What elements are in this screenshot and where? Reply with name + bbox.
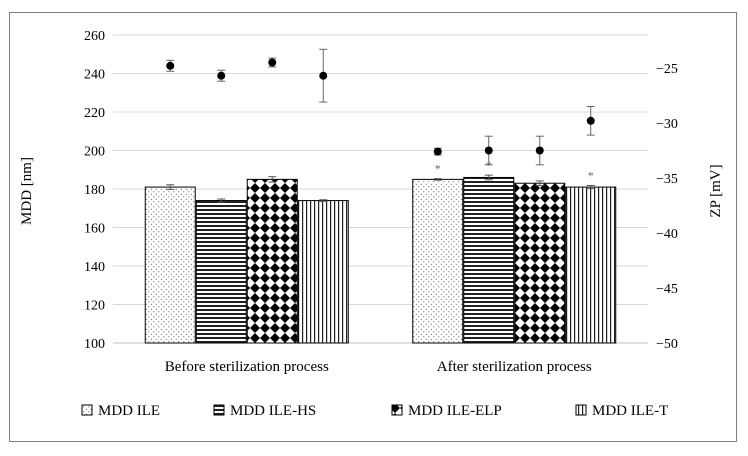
y-tick-label: 220 — [84, 106, 105, 121]
bar — [565, 186, 617, 344]
significance-label: * — [435, 162, 441, 176]
significance-label: * — [588, 169, 594, 183]
bar — [463, 176, 515, 344]
legend-swatch — [213, 404, 225, 416]
y2-axis-title: ZP [mV] — [708, 164, 724, 217]
mdd-zp-chart: MDD [nm] ZP [mV] 100 120 140 160 180 200 220 24… — [19, 29, 724, 419]
legend-swatch — [575, 404, 587, 416]
category-label: Before sterilization process — [165, 359, 329, 375]
legend-swatch — [81, 404, 93, 416]
y2-tick-label: −35 — [656, 172, 678, 187]
legend-label: MDD ILE — [98, 403, 160, 419]
zp-point — [535, 146, 544, 155]
y-axis-title: MDD [nm] — [19, 157, 35, 225]
bar — [195, 200, 247, 344]
y2-tick-label: −25 — [656, 62, 678, 77]
zp-point — [217, 71, 226, 80]
significance-label: * — [486, 158, 492, 172]
zp-point — [586, 116, 595, 125]
category-label: After sterilization process — [437, 359, 592, 375]
zp-point — [433, 147, 442, 156]
y-tick-label: 200 — [84, 145, 105, 160]
y-tick-label: 120 — [84, 299, 105, 314]
zp-point — [268, 58, 277, 67]
zp-point — [484, 146, 493, 155]
legend-label: MDD ILE-HS — [230, 403, 316, 419]
y2-tick-label: −30 — [656, 117, 678, 132]
chart-frame: MDD [nm] ZP [mV] 100 120 140 160 180 200 220 24… — [9, 12, 737, 442]
y-tick-label: 100 — [84, 337, 105, 352]
y-tick-label: 180 — [84, 183, 105, 198]
y2-tick-label: −45 — [656, 282, 678, 297]
y-tick-label: 140 — [84, 260, 105, 275]
bar — [297, 200, 349, 344]
bar — [144, 186, 196, 344]
legend-label: MDD ILE-T — [592, 403, 668, 419]
y-tick-label: 160 — [84, 222, 105, 237]
zp-point — [166, 61, 175, 70]
bar — [412, 178, 464, 344]
legend-swatch — [391, 404, 403, 416]
y2-tick-label: −50 — [656, 337, 678, 352]
bar — [514, 182, 566, 344]
bar — [246, 178, 298, 344]
y-tick-label: 240 — [84, 68, 105, 83]
y-tick-label: 260 — [84, 29, 105, 44]
legend-label: MDD ILE-ELP — [408, 403, 502, 419]
zp-point — [319, 71, 328, 80]
y2-tick-label: −40 — [656, 227, 678, 242]
